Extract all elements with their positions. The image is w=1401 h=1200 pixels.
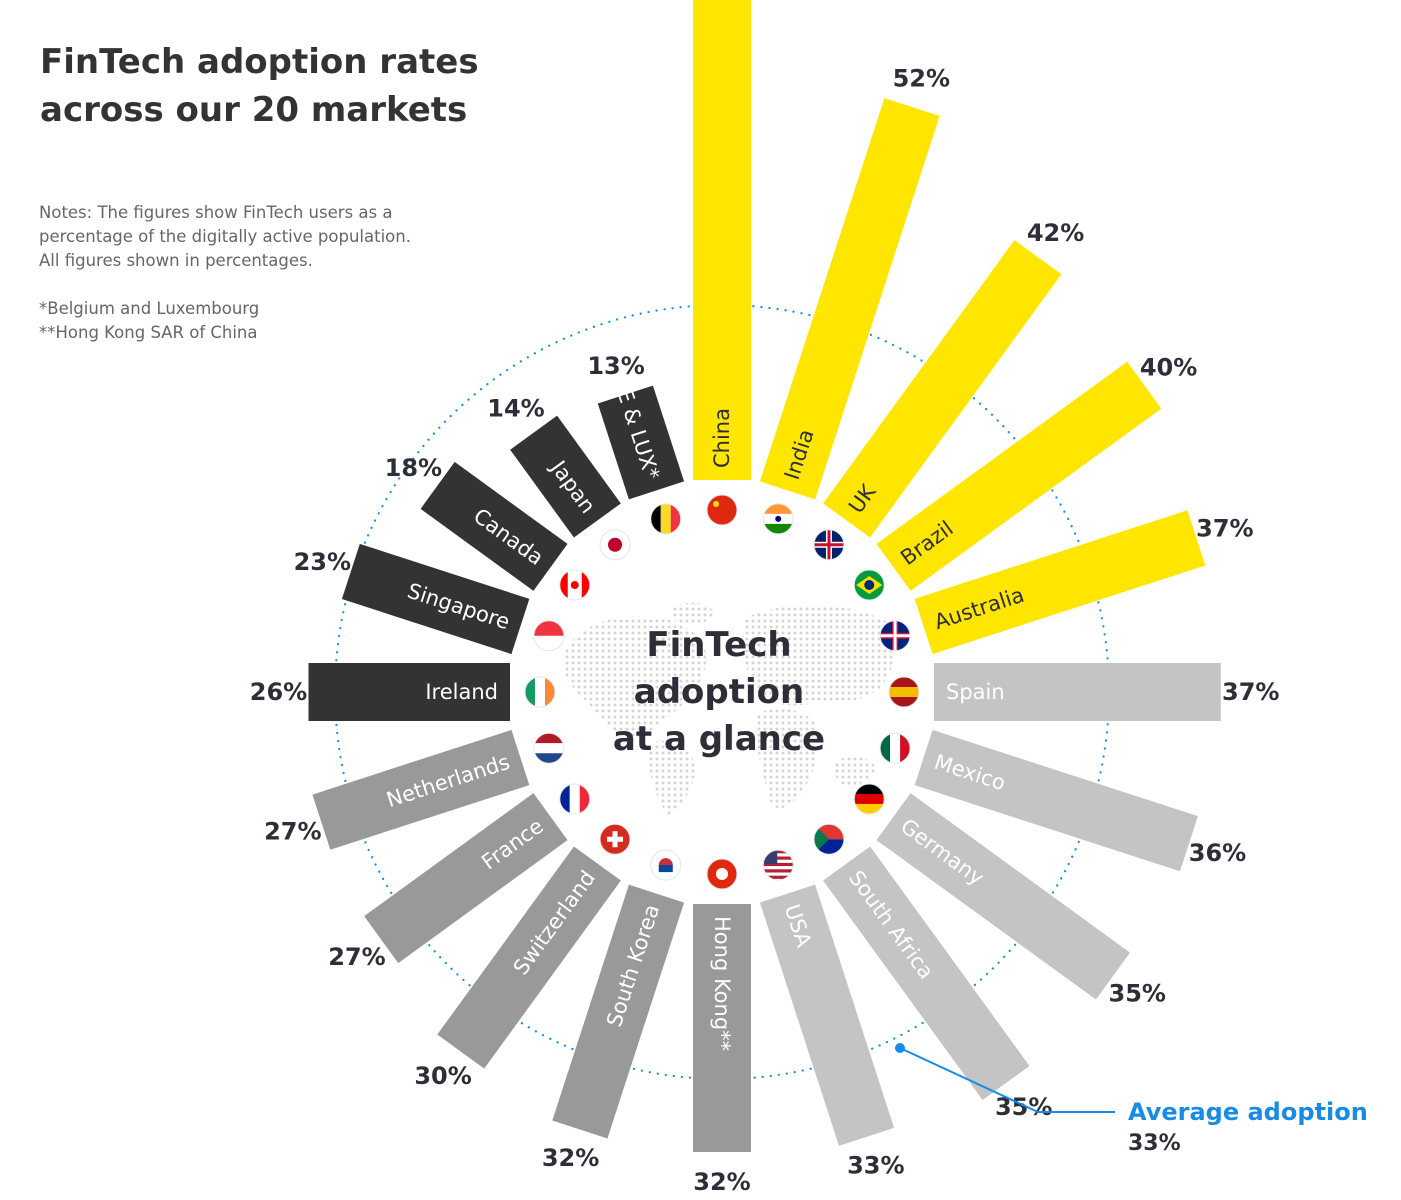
value-label-mexico: 36%: [1189, 839, 1246, 867]
value-label-germany: 35%: [1109, 980, 1166, 1008]
map-north-america: [562, 615, 707, 741]
center-title-line-3: at a glance: [613, 719, 825, 759]
bar-label-spain: Spain: [946, 680, 1005, 704]
value-label-south-africa: 35%: [995, 1093, 1052, 1121]
bar-usa: [759, 884, 895, 1146]
bar-label-china: China: [710, 408, 734, 468]
value-label-brazil: 40%: [1140, 354, 1197, 382]
value-label-netherlands: 27%: [264, 817, 321, 845]
switzerland-flag-icon: [599, 823, 631, 855]
bar-hong-kong: [693, 904, 751, 1152]
usa-flag-icon: [762, 849, 794, 881]
bar-brazil: [876, 361, 1162, 591]
average-adoption-callout: Average adoption 33%: [895, 1043, 1368, 1156]
flags-layer: [524, 494, 920, 890]
bar-japan: [510, 415, 621, 538]
notes: Notes: The figures show FinTech users as…: [39, 201, 411, 345]
brazil-flag-icon: [853, 569, 885, 601]
bar-spain: [934, 663, 1221, 721]
bar-mexico: [914, 729, 1198, 872]
map-south-america: [649, 741, 696, 815]
map-europe-asia: [742, 604, 896, 706]
bar-netherlands: [312, 729, 530, 850]
notes-line-2: percentage of the digitally active popul…: [39, 227, 411, 246]
value-label-ireland: 26%: [250, 678, 307, 706]
value-label-canada: 18%: [385, 454, 442, 482]
ireland-flag-icon: [524, 676, 556, 708]
japan-flag-icon: [599, 529, 631, 561]
footnote-hong-kong: **Hong Kong SAR of China: [39, 323, 258, 342]
center-title-line-1: FinTech: [646, 625, 791, 665]
average-adoption-value: 33%: [1128, 1131, 1181, 1156]
bar-singapore: [341, 543, 530, 655]
bar-south-korea: [552, 884, 685, 1139]
south-korea-flag-icon: [650, 849, 682, 881]
bars-layer: [308, 0, 1221, 1152]
page-title: FinTech adoption rates across our 20 mar…: [40, 38, 479, 134]
value-label-switzerland: 30%: [414, 1062, 471, 1090]
bar-uk: [823, 240, 1062, 538]
belgium-luxembourg-flag-icon: [650, 503, 682, 535]
bar-france: [364, 793, 568, 964]
south-africa-flag-icon: [813, 823, 845, 855]
map-australia: [834, 756, 876, 786]
value-label-france: 27%: [328, 943, 385, 971]
value-label-spain: 37%: [1222, 678, 1279, 706]
map-greenland: [670, 602, 714, 625]
bar-south-africa: [823, 846, 1030, 1101]
bar-germany: [876, 793, 1131, 1000]
bar-canada: [420, 461, 568, 591]
australia-flag-icon: [879, 620, 911, 652]
spain-flag-icon: [888, 676, 920, 708]
value-label-be-lux: 13%: [587, 352, 644, 380]
france-flag-icon: [559, 783, 591, 815]
map-africa: [755, 708, 818, 809]
bar-label-hong-kong: Hong Kong**: [710, 916, 734, 1051]
footnote-belgium-luxembourg: *Belgium and Luxembourg: [39, 299, 260, 318]
notes-line-1: Notes: The figures show FinTech users as…: [39, 203, 393, 222]
bar-switzerland: [437, 846, 621, 1069]
value-label-uk: 42%: [1027, 219, 1084, 247]
bar-be-lux: [597, 385, 685, 500]
center-title-line-2: adoption: [634, 672, 804, 712]
center-title: FinTech adoption at a glance: [613, 625, 825, 759]
canada-flag-icon: [559, 569, 591, 601]
notes-line-3: All figures shown in percentages.: [39, 251, 313, 270]
world-map-background: [562, 602, 896, 815]
value-label-australia: 37%: [1196, 515, 1253, 543]
title-line-1: FinTech adoption rates: [40, 42, 479, 82]
bar-ireland: [308, 663, 510, 721]
value-label-usa: 33%: [847, 1151, 904, 1179]
average-adoption-label: Average adoption: [1128, 1098, 1368, 1126]
bar-china: [693, 0, 751, 480]
value-label-south-korea: 32%: [542, 1144, 599, 1172]
value-label-singapore: 23%: [294, 548, 351, 576]
india-flag-icon: [762, 503, 794, 535]
china-flag-icon: [706, 494, 738, 526]
mexico-flag-icon: [879, 732, 911, 764]
value-label-hong-kong: 32%: [693, 1168, 750, 1196]
singapore-flag-icon: [533, 620, 565, 652]
netherlands-flag-icon: [533, 732, 565, 764]
bar-india: [759, 98, 940, 500]
uk-flag-icon: [813, 529, 845, 561]
title-line-2: across our 20 markets: [40, 90, 468, 130]
hong-kong-flag-icon: [706, 858, 738, 890]
value-label-india: 52%: [893, 65, 950, 93]
germany-flag-icon: [853, 783, 885, 815]
bar-label-ireland: Ireland: [425, 680, 498, 704]
average-leader-line: [899, 1047, 1115, 1113]
bar-australia: [914, 510, 1206, 655]
value-label-japan: 14%: [487, 394, 544, 422]
